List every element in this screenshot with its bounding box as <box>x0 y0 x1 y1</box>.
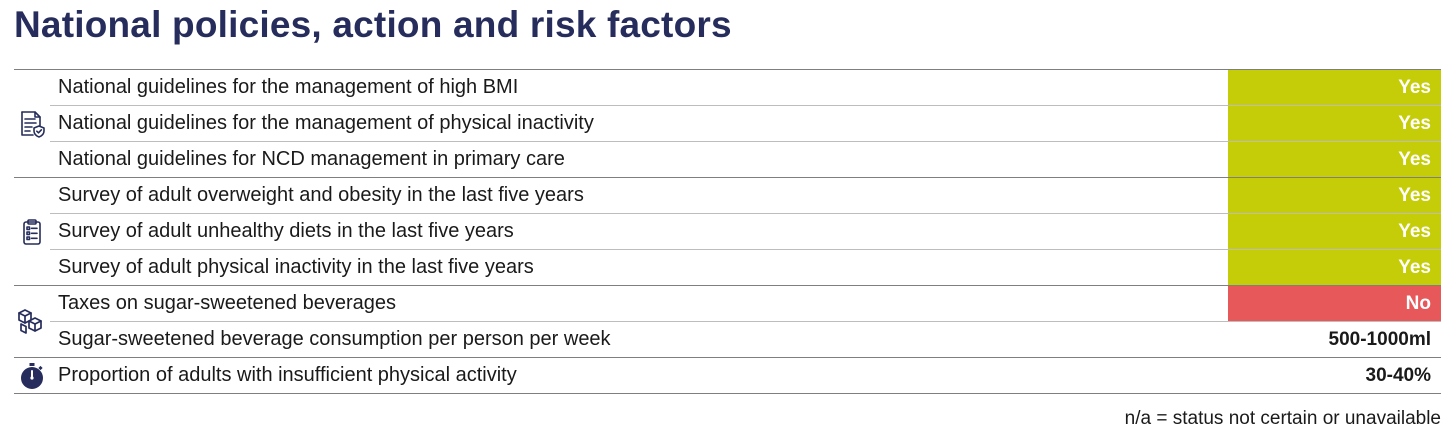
table-row: Proportion of adults with insufficient p… <box>50 358 1441 393</box>
policy-table: National guidelines for the management o… <box>14 69 1441 394</box>
status-badge: Yes <box>1228 250 1441 285</box>
row-label: Survey of adult unhealthy diets in the l… <box>58 220 514 242</box>
row-label: Survey of adult overweight and obesity i… <box>58 184 584 206</box>
clipboard-survey-icon <box>17 217 47 247</box>
table-row: Taxes on sugar-sweetened beverages No <box>50 286 1441 321</box>
status-badge: Yes <box>1228 106 1441 141</box>
status-badge: No <box>1228 286 1441 321</box>
document-guidelines-icon <box>17 109 47 139</box>
row-label: Sugar-sweetened beverage consumption per… <box>58 328 611 350</box>
row-label: National guidelines for the management o… <box>58 112 594 134</box>
status-badge: Yes <box>1228 214 1441 249</box>
guidelines-group: National guidelines for the management o… <box>14 70 1441 178</box>
row-label: Survey of adult physical inactivity in t… <box>58 256 534 278</box>
table-row: Sugar-sweetened beverage consumption per… <box>50 321 1441 357</box>
page-title: National policies, action and risk facto… <box>14 4 732 45</box>
status-badge: Yes <box>1228 142 1441 177</box>
surveys-group: Survey of adult overweight and obesity i… <box>14 178 1441 286</box>
table-row: National guidelines for the management o… <box>50 105 1441 141</box>
row-value: 30-40% <box>1365 364 1432 386</box>
status-badge: Yes <box>1228 70 1441 105</box>
table-row: Survey of adult physical inactivity in t… <box>50 249 1441 285</box>
beverages-group: Taxes on sugar-sweetened beverages No Su… <box>14 286 1441 358</box>
table-row: Survey of adult overweight and obesity i… <box>50 178 1441 213</box>
row-value: 500-1000ml <box>1328 328 1431 350</box>
row-label: National guidelines for the management o… <box>58 76 519 98</box>
row-label: Proportion of adults with insufficient p… <box>58 364 517 386</box>
table-row: National guidelines for the management o… <box>50 70 1441 105</box>
row-label: Taxes on sugar-sweetened beverages <box>58 292 396 314</box>
physical-activity-group: Proportion of adults with insufficient p… <box>14 358 1441 394</box>
row-label: National guidelines for NCD management i… <box>58 148 565 170</box>
table-row: Survey of adult unhealthy diets in the l… <box>50 213 1441 249</box>
status-badge: Yes <box>1228 178 1441 213</box>
table-row: National guidelines for NCD management i… <box>50 141 1441 177</box>
stopwatch-icon <box>17 361 47 391</box>
boxes-icon <box>16 307 48 337</box>
footnote: n/a = status not certain or unavailable <box>1124 408 1441 429</box>
